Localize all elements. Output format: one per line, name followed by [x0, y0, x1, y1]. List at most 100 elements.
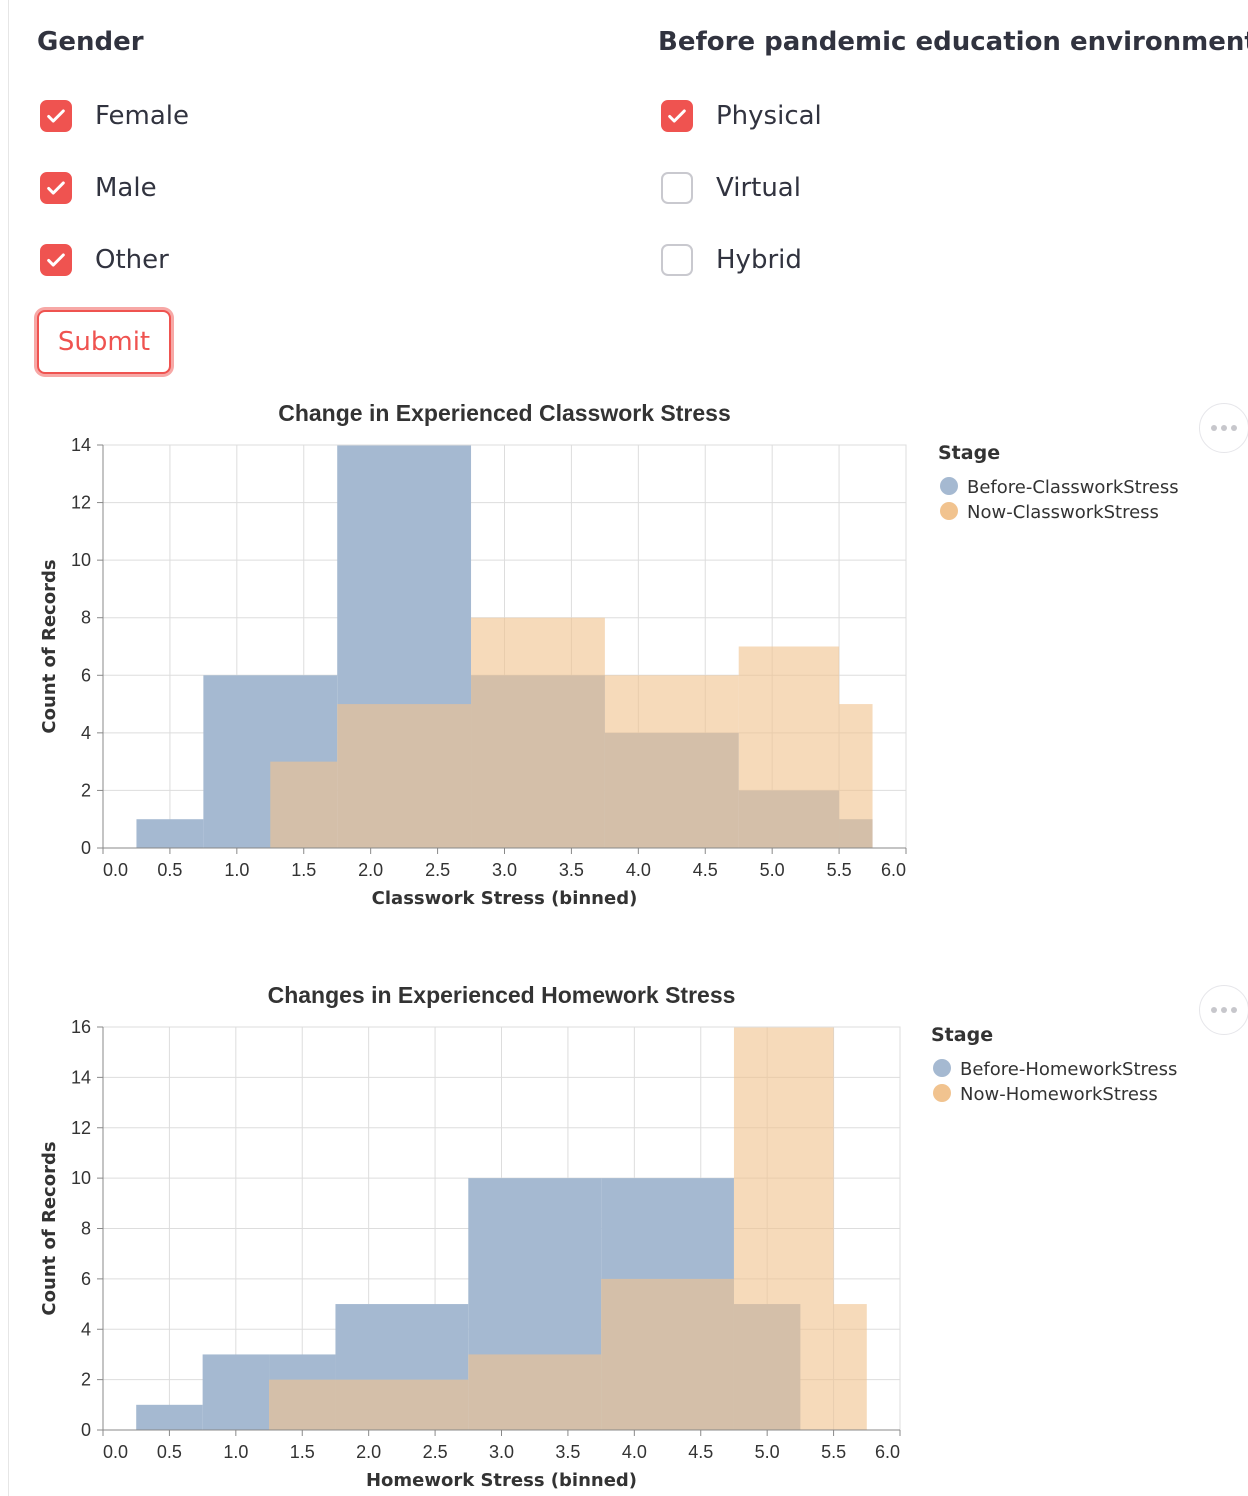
legend-swatch	[940, 502, 958, 520]
y-tick-label: 0	[81, 838, 91, 858]
bar-before	[136, 819, 204, 848]
x-tick-label: 6.0	[875, 1442, 900, 1462]
y-tick-label: 4	[81, 1319, 91, 1339]
bar-now	[337, 704, 472, 848]
x-tick-label: 1.0	[224, 860, 249, 880]
legend-swatch	[933, 1084, 951, 1102]
legend-title: Stage	[938, 442, 1000, 464]
y-axis-label: Count of Records	[39, 559, 60, 733]
checkbox-female[interactable]: Female	[40, 98, 189, 134]
ellipsis-icon	[1211, 1007, 1237, 1013]
checkbox-physical-label: Physical	[716, 101, 822, 131]
y-tick-label: 6	[81, 1269, 91, 1289]
y-tick-label: 10	[71, 550, 91, 570]
check-icon	[47, 253, 65, 267]
x-tick-label: 2.5	[423, 1442, 448, 1462]
checkbox-virtual[interactable]: Virtual	[661, 170, 801, 206]
x-tick-label: 4.5	[693, 860, 718, 880]
x-tick-label: 3.0	[489, 1442, 514, 1462]
check-icon	[47, 181, 65, 195]
y-axis-label: Count of Records	[39, 1141, 60, 1315]
x-tick-label: 0.0	[103, 1442, 128, 1462]
y-tick-label: 10	[71, 1168, 91, 1188]
bar-before	[136, 1404, 203, 1430]
x-tick-label: 5.0	[760, 860, 785, 880]
bar-before	[202, 1354, 270, 1430]
legend-swatch	[933, 1059, 951, 1077]
y-tick-label: 2	[81, 780, 91, 800]
x-tick-label: 1.5	[290, 1442, 315, 1462]
legend-label: Now-ClassworkStress	[967, 502, 1159, 523]
x-tick-label: 4.0	[626, 860, 651, 880]
checkbox-hybrid[interactable]: Hybrid	[661, 242, 802, 278]
bar-now	[471, 617, 605, 848]
legend-label: Before-ClassworkStress	[967, 477, 1179, 498]
y-tick-label: 2	[81, 1370, 91, 1390]
x-tick-label: 1.5	[291, 860, 316, 880]
x-tick-label: 6.0	[881, 860, 906, 880]
x-tick-label: 2.0	[358, 860, 383, 880]
check-icon	[47, 109, 65, 123]
bar-now	[269, 1379, 336, 1430]
x-tick-label: 0.5	[157, 1442, 182, 1462]
checkbox-hybrid-box[interactable]	[661, 244, 693, 276]
checkbox-physical-box[interactable]	[661, 100, 693, 132]
checkbox-other[interactable]: Other	[40, 242, 169, 278]
checkbox-male-label: Male	[95, 173, 157, 203]
y-tick-label: 0	[81, 1420, 91, 1440]
y-tick-label: 12	[71, 493, 91, 513]
checkbox-virtual-box[interactable]	[661, 172, 693, 204]
x-tick-label: 0.0	[103, 860, 128, 880]
y-tick-label: 6	[81, 665, 91, 685]
classwork-stress-chart: Change in Experienced Classwork Stress 0 2…	[39, 400, 1179, 909]
x-tick-label: 2.0	[356, 1442, 381, 1462]
x-axis-label: Homework Stress (binned)	[366, 1470, 637, 1491]
bar-now	[270, 761, 338, 848]
submit-button[interactable]: Submit	[37, 310, 171, 374]
checkbox-male-box[interactable]	[40, 172, 72, 204]
chart-menu-button-classwork[interactable]	[1199, 403, 1248, 453]
y-tick-label: 8	[81, 608, 91, 628]
y-tick-label: 14	[71, 1067, 91, 1087]
checkbox-female-box[interactable]	[40, 100, 72, 132]
bar-now	[335, 1379, 469, 1430]
x-tick-label: 4.5	[688, 1442, 713, 1462]
chart-menu-button-homework[interactable]	[1199, 985, 1248, 1035]
checkbox-male[interactable]: Male	[40, 170, 157, 206]
environment-group-title: Before pandemic education environment	[658, 27, 1248, 57]
x-tick-label: 3.0	[492, 860, 517, 880]
bar-now	[601, 1278, 734, 1430]
checkbox-female-label: Female	[95, 101, 190, 131]
x-tick-label: 3.5	[559, 860, 584, 880]
y-tick-label: 12	[71, 1118, 91, 1138]
y-tick-label: 8	[81, 1219, 91, 1239]
x-tick-label: 5.5	[821, 1442, 846, 1462]
y-tick-label: 4	[81, 723, 91, 743]
main-left-border	[8, 0, 9, 1496]
y-tick-label: 16	[71, 1017, 91, 1037]
bar-now	[733, 1027, 834, 1430]
legend-label: Before-HomeworkStress	[960, 1059, 1177, 1080]
check-icon	[668, 109, 686, 123]
checkbox-hybrid-label: Hybrid	[716, 245, 802, 275]
bar-now	[738, 646, 840, 848]
checkbox-other-label: Other	[95, 245, 169, 275]
bar-now	[604, 675, 739, 848]
ellipsis-icon	[1211, 425, 1237, 431]
x-axis-label: Classwork Stress (binned)	[372, 888, 638, 909]
bar-now	[468, 1354, 602, 1430]
legend-label: Now-HomeworkStress	[960, 1084, 1158, 1105]
x-tick-label: 5.5	[827, 860, 852, 880]
chart-title: Changes in Experienced Homework Stress	[268, 982, 736, 1008]
checkbox-other-box[interactable]	[40, 244, 72, 276]
checkbox-physical[interactable]: Physical	[661, 98, 822, 134]
legend-swatch	[940, 477, 958, 495]
bar-now	[839, 704, 873, 848]
chart-title: Change in Experienced Classwork Stress	[278, 400, 731, 426]
x-tick-label: 0.5	[157, 860, 182, 880]
x-tick-label: 1.0	[223, 1442, 248, 1462]
bar-now	[833, 1304, 867, 1430]
gender-group-title: Gender	[37, 27, 144, 57]
x-tick-label: 4.0	[622, 1442, 647, 1462]
x-tick-label: 5.0	[755, 1442, 780, 1462]
